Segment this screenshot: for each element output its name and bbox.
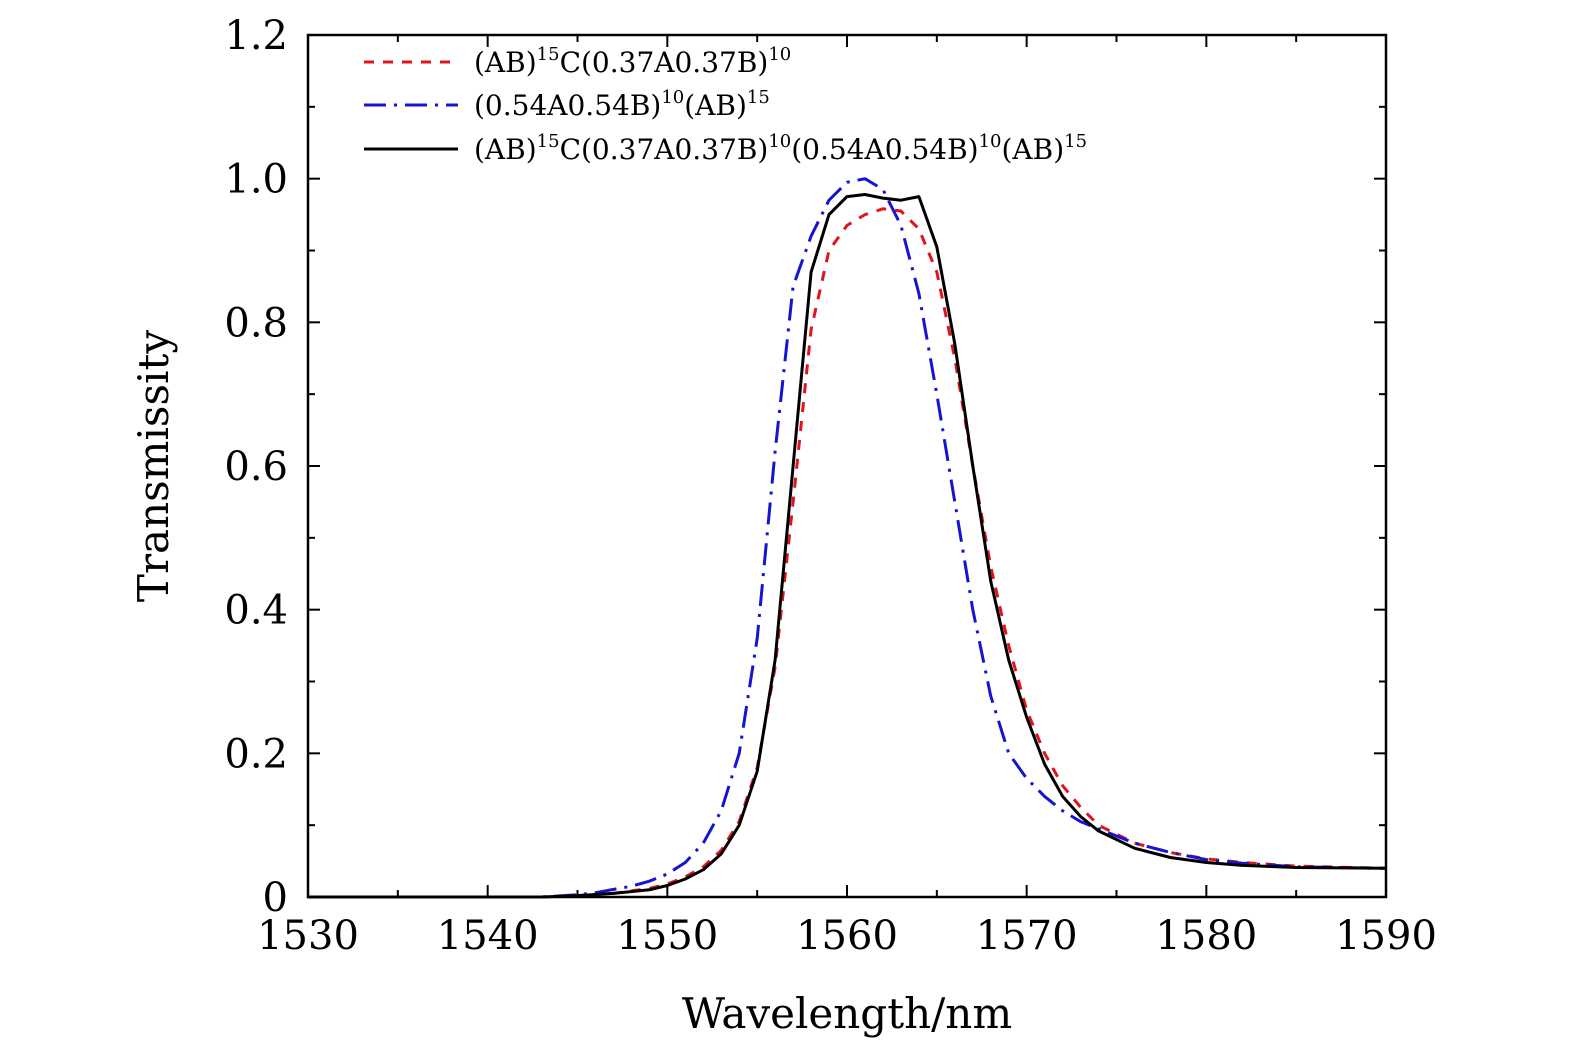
x-tick-label: 1580 <box>1155 913 1257 959</box>
legend-superscript: 15 <box>747 87 770 108</box>
legend-text-part: (AB) <box>474 133 537 166</box>
x-tick-label: 1550 <box>616 913 718 959</box>
y-tick-label: 0.6 <box>224 444 288 490</box>
y-tick-label: 0.8 <box>224 300 288 346</box>
series-line-2 <box>308 177 1387 899</box>
ticks-layer: 1530 1540 1550 1560 1570 1580 1590 0 0.2 0.4 0.6 0.… <box>224 13 1437 959</box>
series-line-3 <box>308 193 1387 899</box>
legend-superscript: 15 <box>537 44 560 65</box>
x-tick-label: 1560 <box>796 913 898 959</box>
y-axis-title: Transmissity <box>129 330 178 602</box>
y-tick-label: 0 <box>263 875 288 921</box>
x-tick-label: 1540 <box>437 913 539 959</box>
legend-superscript: 15 <box>537 131 560 152</box>
legend-superscript: 10 <box>661 87 684 108</box>
legend: (AB)15​C(0.37A0.37B)10​ (0.54A0.54B)10​(A… <box>364 44 1087 166</box>
legend-text-part: (0.54A0.54B) <box>791 133 978 166</box>
x-axis-title: Wavelength/nm <box>682 989 1012 1038</box>
y-tick-label: 1.0 <box>224 157 288 203</box>
legend-superscript: 10 <box>979 131 1002 152</box>
legend-label-1: (AB)15​C(0.37A0.37B)10​ <box>474 44 791 79</box>
x-tick-label: 1570 <box>976 913 1078 959</box>
legend-label-2: (0.54A0.54B)10​(AB)15​ <box>474 87 770 122</box>
y-tick-label: 0.2 <box>224 731 288 777</box>
legend-label-3: (AB)15​C(0.37A0.37B)10​(0.54A0.54B)10​(A… <box>474 131 1087 166</box>
y-tick-label: 0.4 <box>224 588 288 634</box>
legend-superscript: 15 <box>1064 131 1087 152</box>
legend-superscript: 10 <box>768 131 791 152</box>
legend-text-part: C(0.37A0.37B) <box>560 46 769 79</box>
y-tick-label: 1.2 <box>224 13 288 59</box>
legend-superscript: 10 <box>768 44 791 65</box>
legend-text-part: (0.54A0.54B) <box>474 89 661 122</box>
x-tick-label: 1530 <box>257 913 359 959</box>
legend-text-part: (AB) <box>474 46 537 79</box>
legend-text-part: (AB) <box>684 89 747 122</box>
legend-text-part: (AB) <box>1001 133 1064 166</box>
legend-text-part: C(0.37A0.37B) <box>560 133 769 166</box>
series-line-1 <box>308 207 1387 899</box>
series-layer <box>308 177 1387 899</box>
x-tick-label: 1590 <box>1335 913 1437 959</box>
